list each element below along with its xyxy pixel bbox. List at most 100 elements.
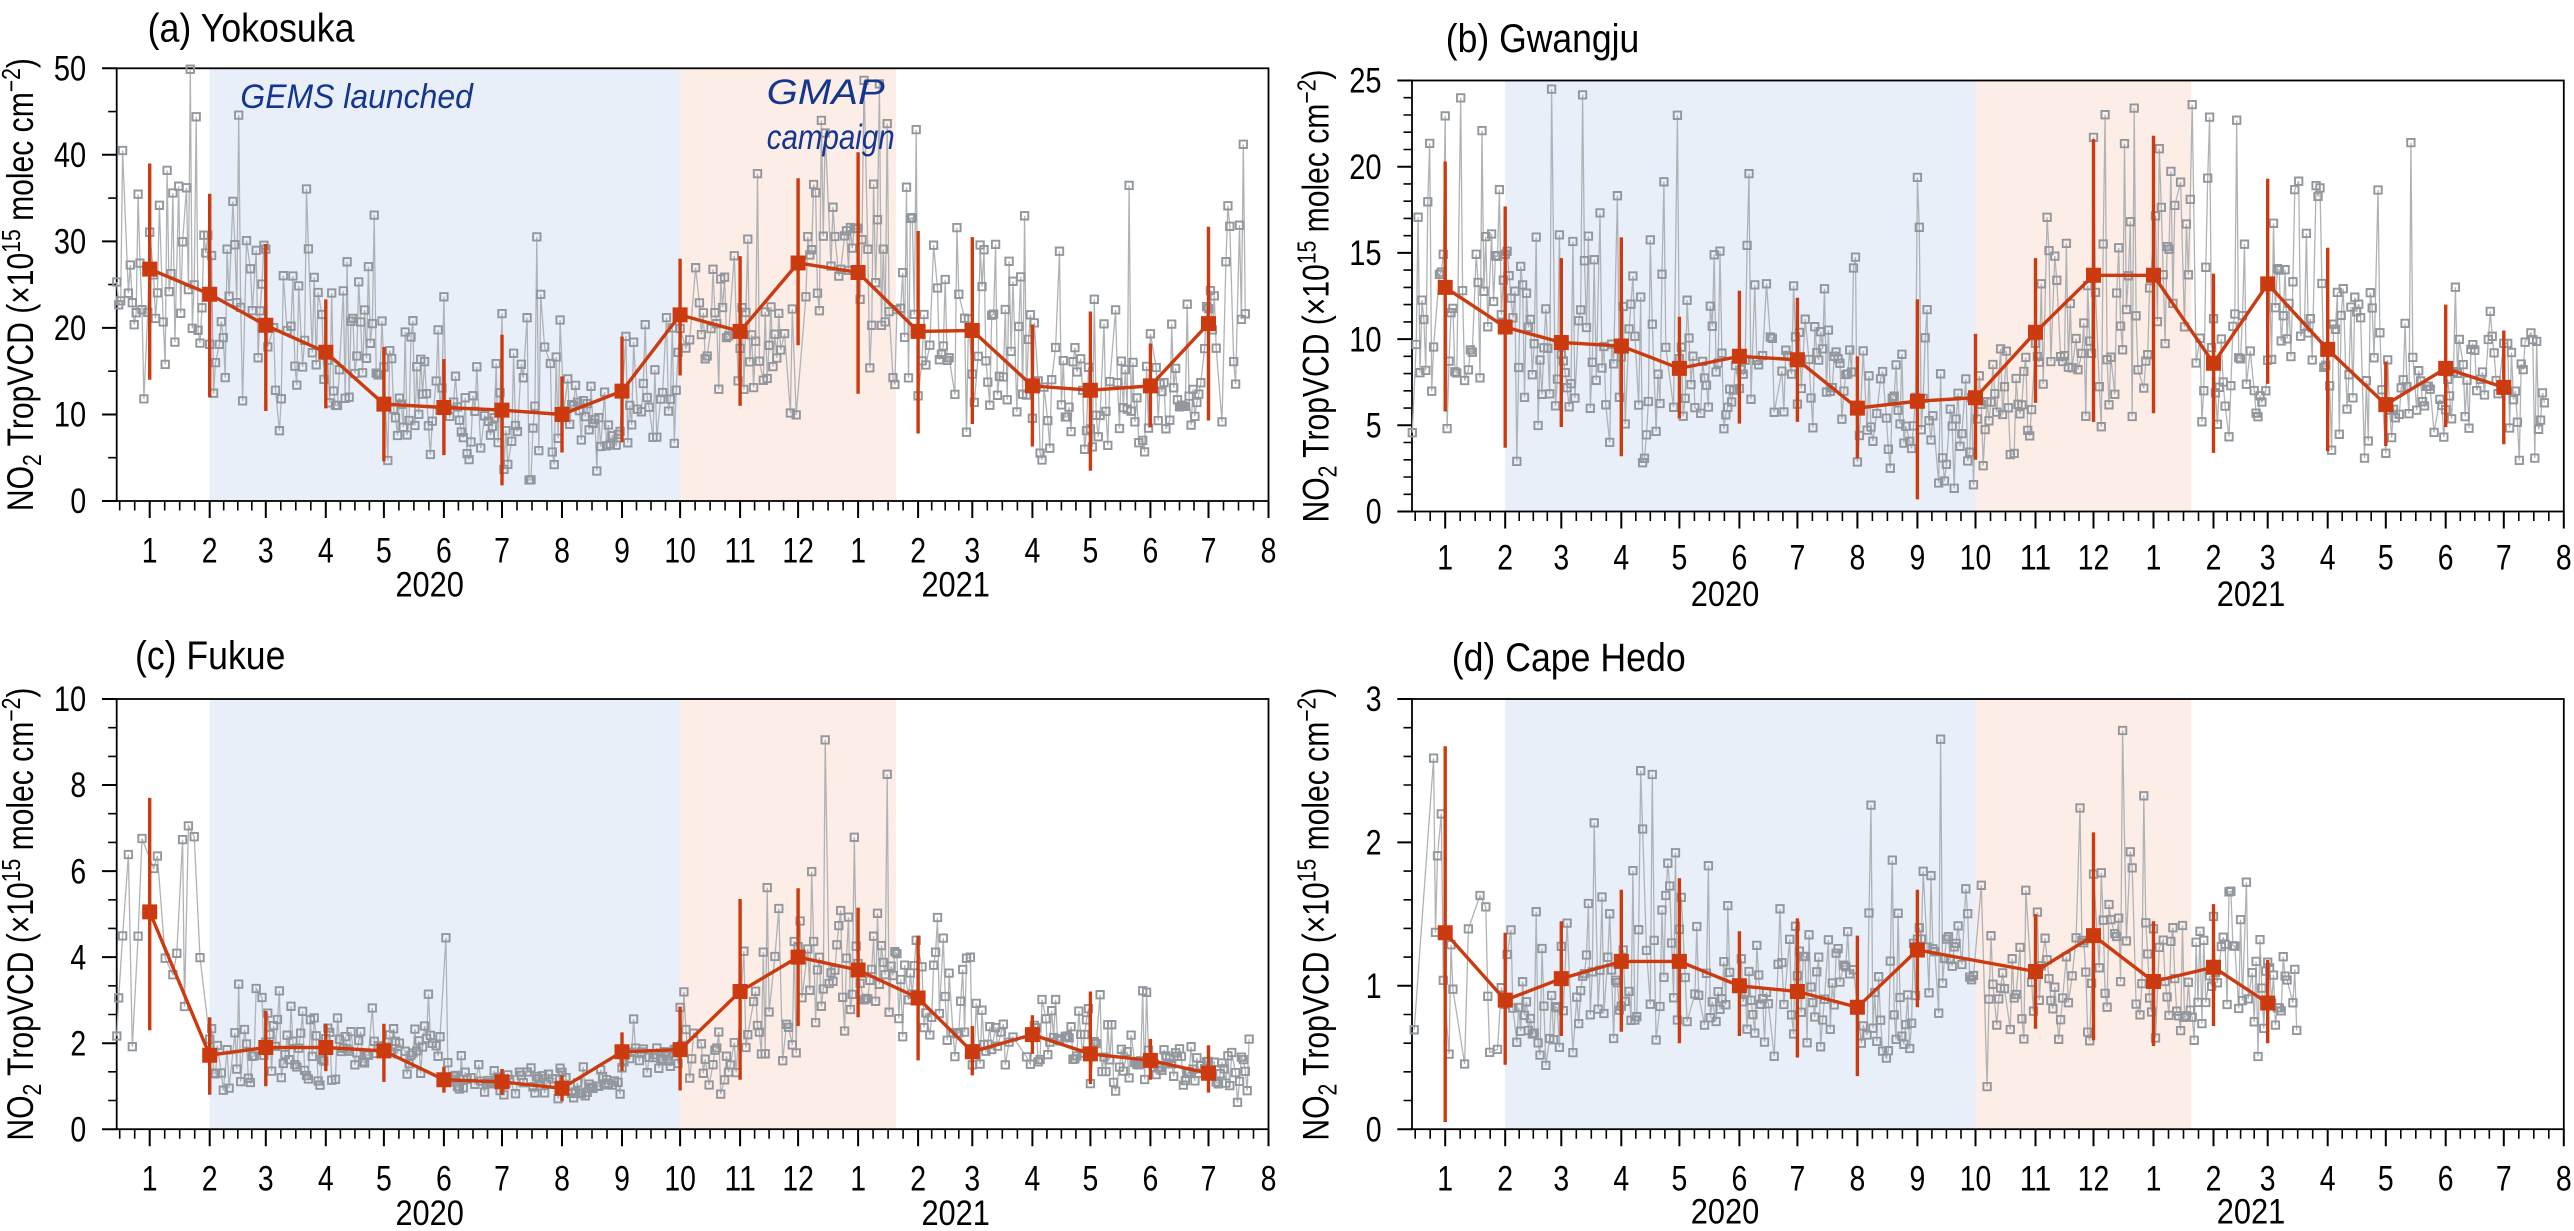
svg-text:7: 7 bbox=[494, 532, 510, 571]
svg-text:5: 5 bbox=[376, 1160, 392, 1199]
svg-text:2: 2 bbox=[2206, 539, 2222, 578]
svg-text:11: 11 bbox=[2020, 1160, 2052, 1199]
svg-text:5: 5 bbox=[1083, 532, 1099, 571]
svg-text:2: 2 bbox=[1366, 824, 1382, 863]
svg-text:11: 11 bbox=[2020, 539, 2052, 578]
svg-text:6: 6 bbox=[1143, 532, 1159, 571]
svg-text:GEMS launched: GEMS launched bbox=[240, 78, 474, 116]
svg-text:10: 10 bbox=[664, 1160, 696, 1199]
svg-text:0: 0 bbox=[70, 1110, 86, 1149]
svg-text:(a) Yokosuka: (a) Yokosuka bbox=[148, 6, 356, 50]
svg-text:2: 2 bbox=[202, 532, 218, 571]
svg-text:30: 30 bbox=[54, 223, 86, 262]
svg-text:4: 4 bbox=[2320, 539, 2336, 578]
svg-text:7: 7 bbox=[1790, 1160, 1806, 1199]
svg-text:8: 8 bbox=[2556, 1160, 2572, 1199]
svg-text:10: 10 bbox=[1960, 539, 1992, 578]
svg-text:6: 6 bbox=[1732, 1160, 1748, 1199]
svg-text:11: 11 bbox=[724, 532, 756, 571]
svg-text:6: 6 bbox=[70, 852, 86, 891]
svg-text:2: 2 bbox=[1497, 1160, 1513, 1199]
svg-text:50: 50 bbox=[54, 50, 86, 89]
svg-text:2021: 2021 bbox=[921, 566, 990, 605]
svg-text:7: 7 bbox=[1201, 532, 1217, 571]
svg-text:4: 4 bbox=[318, 532, 334, 571]
svg-text:10: 10 bbox=[1349, 320, 1381, 359]
svg-text:9: 9 bbox=[614, 1160, 630, 1199]
svg-text:11: 11 bbox=[724, 1160, 756, 1199]
svg-text:1: 1 bbox=[1366, 967, 1382, 1006]
svg-text:GMAP: GMAP bbox=[767, 73, 886, 112]
svg-text:1: 1 bbox=[2146, 1160, 2162, 1199]
svg-text:4: 4 bbox=[1613, 539, 1629, 578]
svg-text:0: 0 bbox=[1366, 493, 1382, 532]
svg-text:40: 40 bbox=[54, 136, 86, 175]
svg-text:4: 4 bbox=[1613, 1160, 1629, 1199]
svg-text:2: 2 bbox=[910, 532, 926, 571]
svg-text:8: 8 bbox=[554, 1160, 570, 1199]
svg-text:2: 2 bbox=[1497, 539, 1513, 578]
svg-text:1: 1 bbox=[850, 1160, 866, 1199]
svg-text:25: 25 bbox=[1349, 62, 1381, 101]
svg-text:1: 1 bbox=[142, 532, 158, 571]
svg-text:1: 1 bbox=[1437, 1160, 1453, 1199]
svg-text:7: 7 bbox=[494, 1160, 510, 1199]
svg-text:3: 3 bbox=[964, 1160, 980, 1199]
svg-text:2: 2 bbox=[2206, 1160, 2222, 1199]
svg-text:0: 0 bbox=[1366, 1110, 1382, 1149]
svg-text:3: 3 bbox=[2260, 539, 2276, 578]
svg-text:8: 8 bbox=[1261, 532, 1277, 571]
svg-text:(d) Cape Hedo: (d) Cape Hedo bbox=[1452, 636, 1686, 680]
svg-text:5: 5 bbox=[1083, 1160, 1099, 1199]
svg-text:8: 8 bbox=[1850, 539, 1866, 578]
svg-text:6: 6 bbox=[436, 1160, 452, 1199]
svg-text:12: 12 bbox=[2078, 1160, 2110, 1199]
svg-text:1: 1 bbox=[2146, 539, 2162, 578]
svg-text:5: 5 bbox=[1672, 1160, 1688, 1199]
svg-text:5: 5 bbox=[1672, 539, 1688, 578]
svg-text:9: 9 bbox=[1910, 539, 1926, 578]
svg-text:1: 1 bbox=[1437, 539, 1453, 578]
svg-text:3: 3 bbox=[1553, 1160, 1569, 1199]
svg-text:15: 15 bbox=[1349, 234, 1381, 273]
svg-text:NO2 TropVCD (×1015 molec cm−2): NO2 TropVCD (×1015 molec cm−2) bbox=[0, 58, 47, 511]
svg-text:2021: 2021 bbox=[921, 1194, 990, 1231]
svg-text:6: 6 bbox=[2438, 1160, 2454, 1199]
svg-text:8: 8 bbox=[554, 532, 570, 571]
svg-text:1: 1 bbox=[142, 1160, 158, 1199]
svg-text:5: 5 bbox=[2378, 1160, 2394, 1199]
svg-text:12: 12 bbox=[782, 1160, 814, 1199]
svg-text:1: 1 bbox=[850, 532, 866, 571]
svg-text:6: 6 bbox=[1732, 539, 1748, 578]
svg-text:8: 8 bbox=[1261, 1160, 1277, 1199]
svg-text:2: 2 bbox=[910, 1160, 926, 1199]
svg-text:2020: 2020 bbox=[395, 1194, 464, 1231]
svg-text:10: 10 bbox=[54, 680, 86, 719]
svg-text:6: 6 bbox=[2438, 539, 2454, 578]
svg-text:3: 3 bbox=[258, 532, 274, 571]
svg-text:5: 5 bbox=[376, 532, 392, 571]
svg-text:2020: 2020 bbox=[395, 566, 464, 605]
svg-text:2020: 2020 bbox=[1691, 575, 1760, 614]
svg-text:3: 3 bbox=[2260, 1160, 2276, 1199]
svg-text:7: 7 bbox=[1201, 1160, 1217, 1199]
svg-text:4: 4 bbox=[1025, 1160, 1041, 1199]
svg-text:8: 8 bbox=[70, 766, 86, 805]
svg-text:7: 7 bbox=[1790, 539, 1806, 578]
svg-text:12: 12 bbox=[2078, 539, 2110, 578]
svg-text:2021: 2021 bbox=[2217, 575, 2286, 614]
svg-text:6: 6 bbox=[436, 532, 452, 571]
svg-text:8: 8 bbox=[2556, 539, 2572, 578]
svg-text:campaign: campaign bbox=[767, 118, 895, 157]
svg-text:9: 9 bbox=[1910, 1160, 1926, 1199]
svg-text:NO2 TropVCD (×1015 molec cm−2): NO2 TropVCD (×1015 molec cm−2) bbox=[0, 688, 47, 1141]
svg-text:6: 6 bbox=[1143, 1160, 1159, 1199]
svg-text:(b) Gwangju: (b) Gwangju bbox=[1446, 17, 1640, 61]
svg-text:4: 4 bbox=[2320, 1160, 2336, 1199]
svg-text:20: 20 bbox=[1349, 148, 1381, 187]
svg-text:7: 7 bbox=[2496, 539, 2512, 578]
svg-text:7: 7 bbox=[2496, 1160, 2512, 1199]
svg-text:10: 10 bbox=[1960, 1160, 1992, 1199]
svg-text:12: 12 bbox=[782, 532, 814, 571]
svg-text:10: 10 bbox=[664, 532, 696, 571]
